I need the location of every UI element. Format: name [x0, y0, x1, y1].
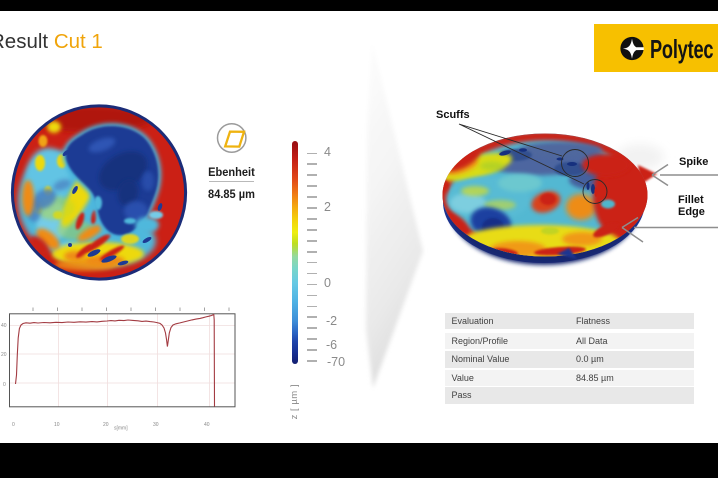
svg-text:10: 10 [54, 422, 60, 428]
svg-text:0: 0 [12, 422, 15, 428]
svg-text:20: 20 [1, 352, 7, 358]
svg-text:s[mm]: s[mm] [114, 426, 128, 432]
svg-text:40: 40 [1, 323, 7, 329]
svg-text:20: 20 [103, 422, 109, 428]
svg-text:40: 40 [204, 422, 210, 428]
svg-text:30: 30 [153, 422, 159, 428]
svg-text:0: 0 [3, 382, 6, 388]
